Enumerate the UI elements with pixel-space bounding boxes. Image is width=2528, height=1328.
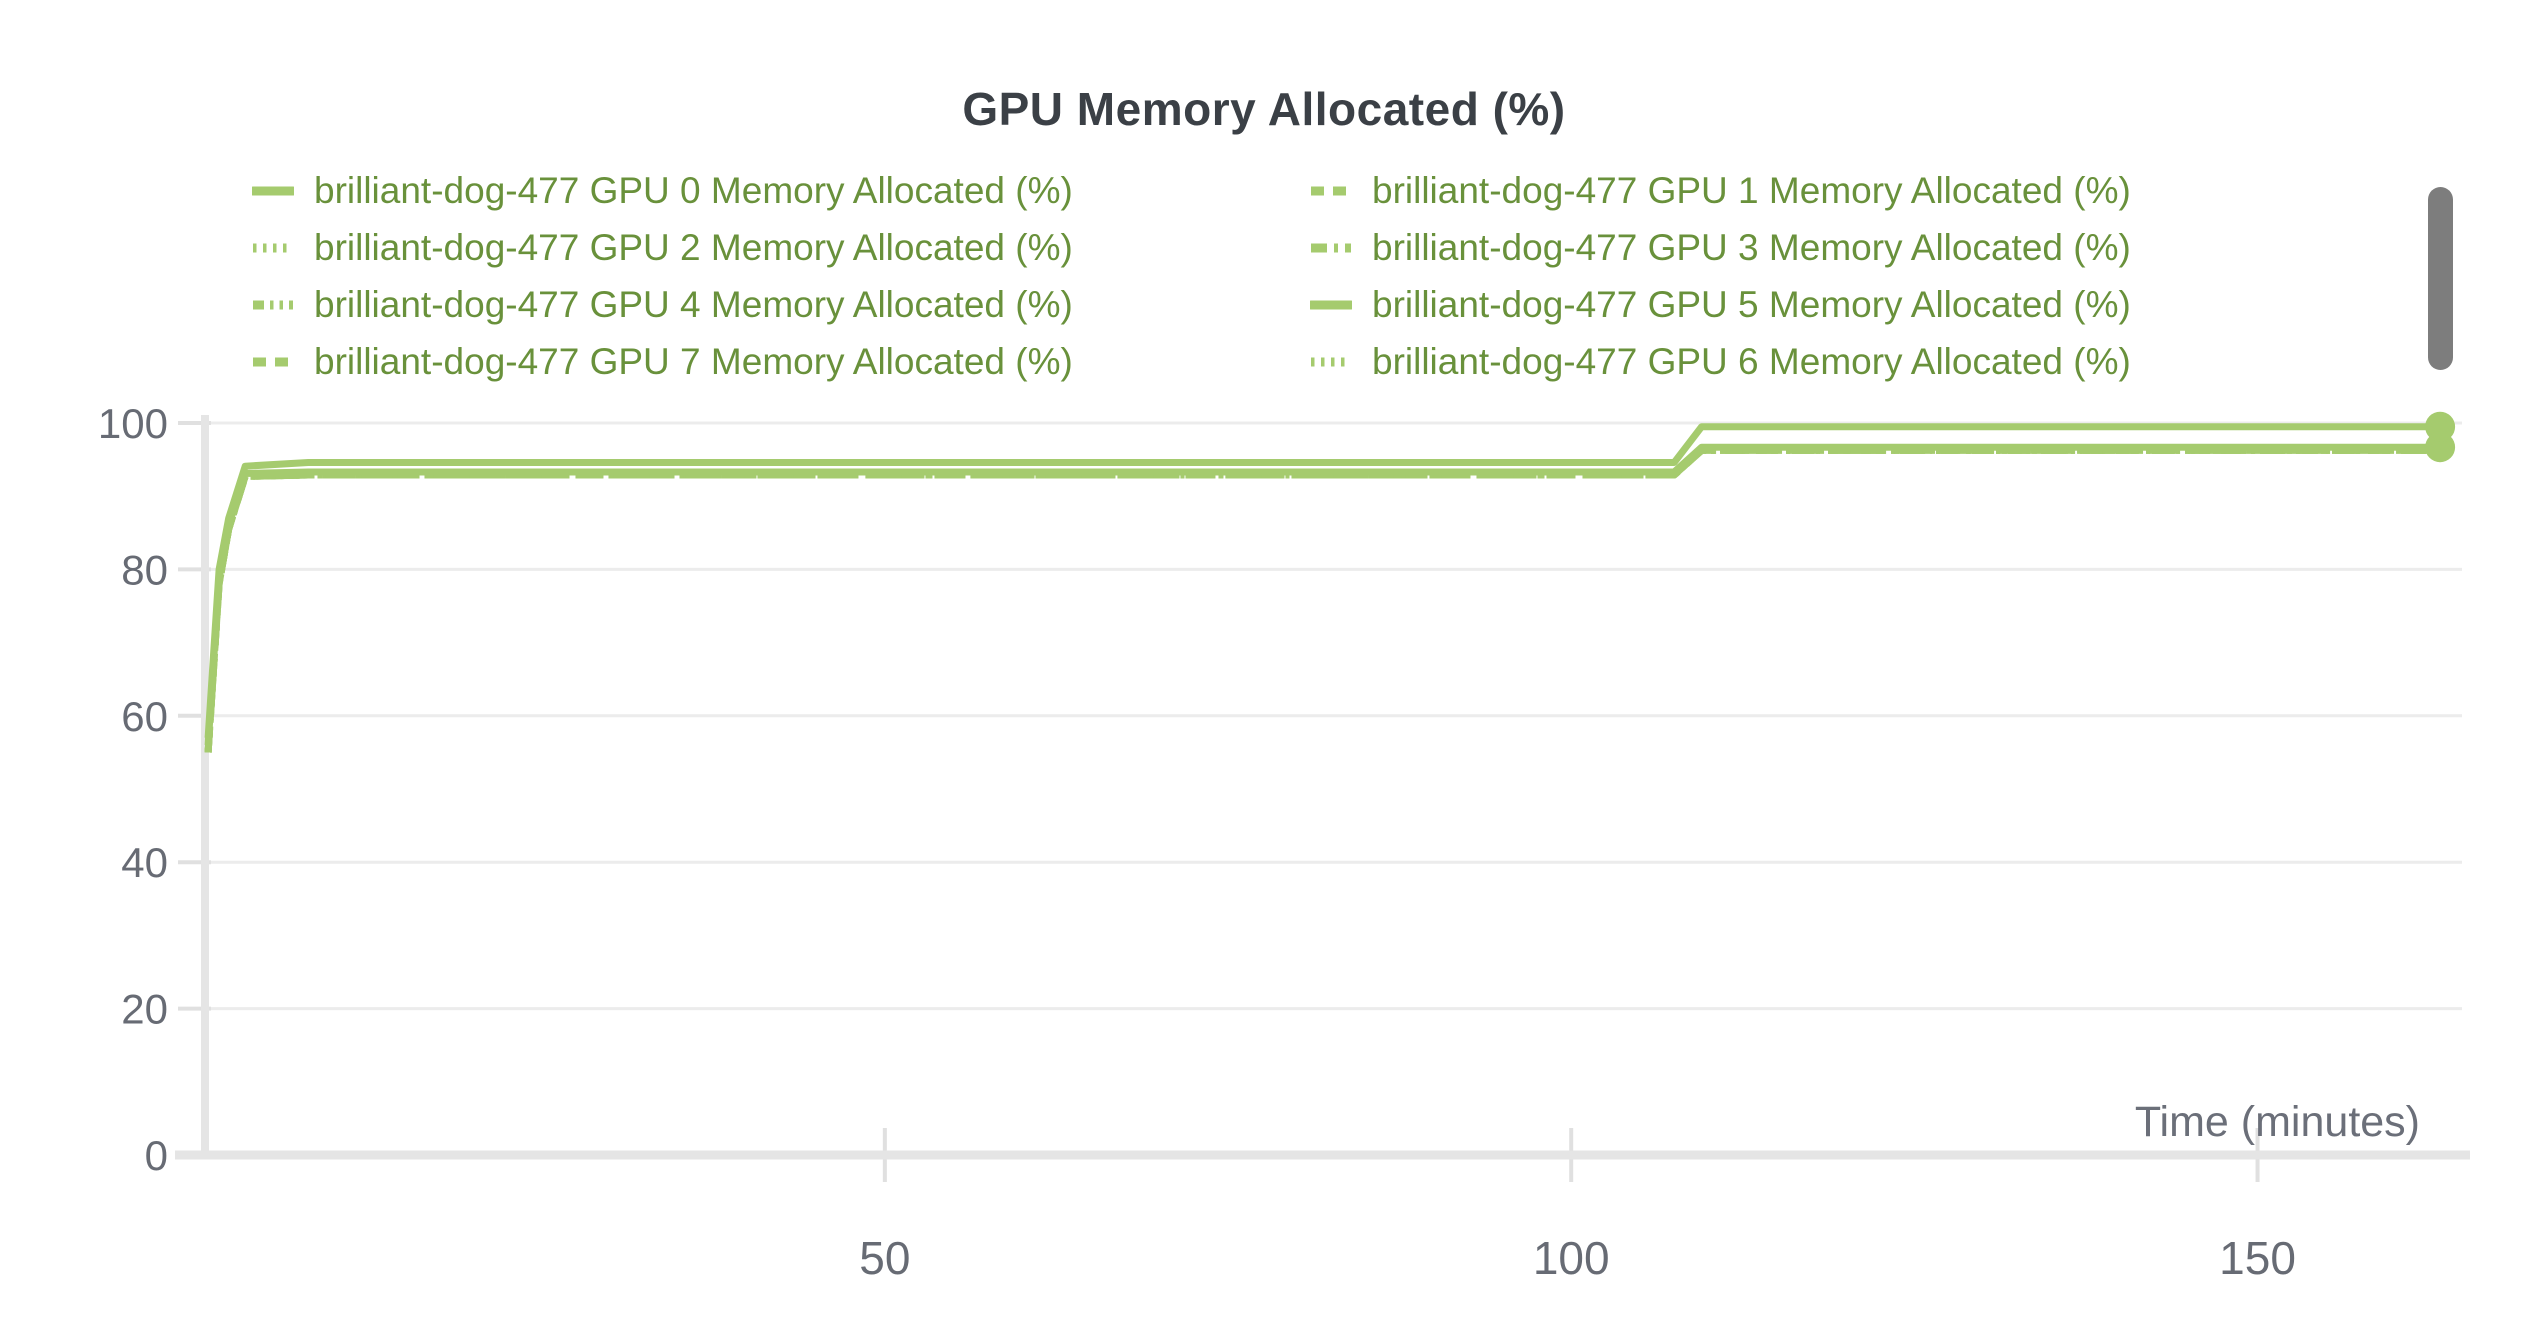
legend-label: brilliant-dog-477 GPU 3 Memory Allocated… <box>1372 226 2131 268</box>
legend-label: brilliant-dog-477 GPU 7 Memory Allocated… <box>314 340 1073 382</box>
series-line-gpu-3 <box>204 446 2441 753</box>
legend-swatch-dashed-icon <box>1311 186 1351 195</box>
series-line-gpu-5 <box>204 443 2441 746</box>
legend-label: brilliant-dog-477 GPU 5 Memory Allocated… <box>1372 283 2131 325</box>
legend-swatch-solid-icon <box>252 186 294 195</box>
x-axis-label: Time (minutes) <box>2135 1098 2420 1146</box>
legend-swatch-dotted-icon <box>1311 357 1351 366</box>
legend-label: brilliant-dog-477 GPU 2 Memory Allocated… <box>314 226 1073 268</box>
legend-item-gpu-4: brilliant-dog-477 GPU 4 Memory Allocated… <box>240 276 1298 333</box>
x-tick-label: 50 <box>859 1232 910 1284</box>
chart-legend: brilliant-dog-477 GPU 0 Memory Allocated… <box>240 162 2370 390</box>
y-tick-label: 80 <box>121 546 168 593</box>
legend-item-gpu-7: brilliant-dog-477 GPU 7 Memory Allocated… <box>240 333 1298 390</box>
legend-swatch-dashdotdot-icon <box>253 300 293 309</box>
legend-item-gpu-0: brilliant-dog-477 GPU 0 Memory Allocated… <box>240 162 1298 219</box>
y-tick-label: 20 <box>121 986 168 1033</box>
legend-item-gpu-6: brilliant-dog-477 GPU 6 Memory Allocated… <box>1298 333 2356 390</box>
y-tick-label: 60 <box>121 693 168 740</box>
legend-swatch-dashdot-icon <box>1311 243 1351 252</box>
legend-swatch-dotted-icon <box>253 243 293 252</box>
endpoint-marker-gpu-5 <box>2425 432 2456 463</box>
legend-swatch-dashed-icon <box>253 357 293 366</box>
legend-item-gpu-5: brilliant-dog-477 GPU 5 Memory Allocated… <box>1298 276 2356 333</box>
series-line-gpu-4 <box>204 446 2441 753</box>
legend-label: brilliant-dog-477 GPU 1 Memory Allocated… <box>1372 169 2131 211</box>
series-line-gpu-7 <box>204 446 2441 753</box>
legend-label: brilliant-dog-477 GPU 6 Memory Allocated… <box>1372 340 2131 382</box>
legend-label: brilliant-dog-477 GPU 0 Memory Allocated… <box>314 169 1073 211</box>
y-tick-label: 100 <box>98 400 168 447</box>
legend-item-gpu-2: brilliant-dog-477 GPU 2 Memory Allocated… <box>240 219 1298 276</box>
chart-title: GPU Memory Allocated (%) <box>962 83 1566 135</box>
x-tick-label: 100 <box>1533 1232 1610 1284</box>
series-line-gpu-0 <box>204 423 2441 739</box>
y-tick-label: 0 <box>145 1132 168 1179</box>
legend-label: brilliant-dog-477 GPU 4 Memory Allocated… <box>314 283 1073 325</box>
series-line-gpu-1 <box>204 446 2441 753</box>
scrollbar-thumb[interactable] <box>2428 187 2453 370</box>
legend-item-gpu-3: brilliant-dog-477 GPU 3 Memory Allocated… <box>1298 219 2356 276</box>
endpoint-marker-gpu-0 <box>2425 411 2456 442</box>
legend-item-gpu-1: brilliant-dog-477 GPU 1 Memory Allocated… <box>1298 162 2356 219</box>
legend-swatch-solid-icon <box>1310 300 1352 309</box>
x-tick-label: 150 <box>2219 1232 2296 1284</box>
series-line-gpu-2 <box>204 446 2441 753</box>
series-line-gpu-6 <box>204 446 2441 753</box>
y-tick-label: 40 <box>121 839 168 886</box>
